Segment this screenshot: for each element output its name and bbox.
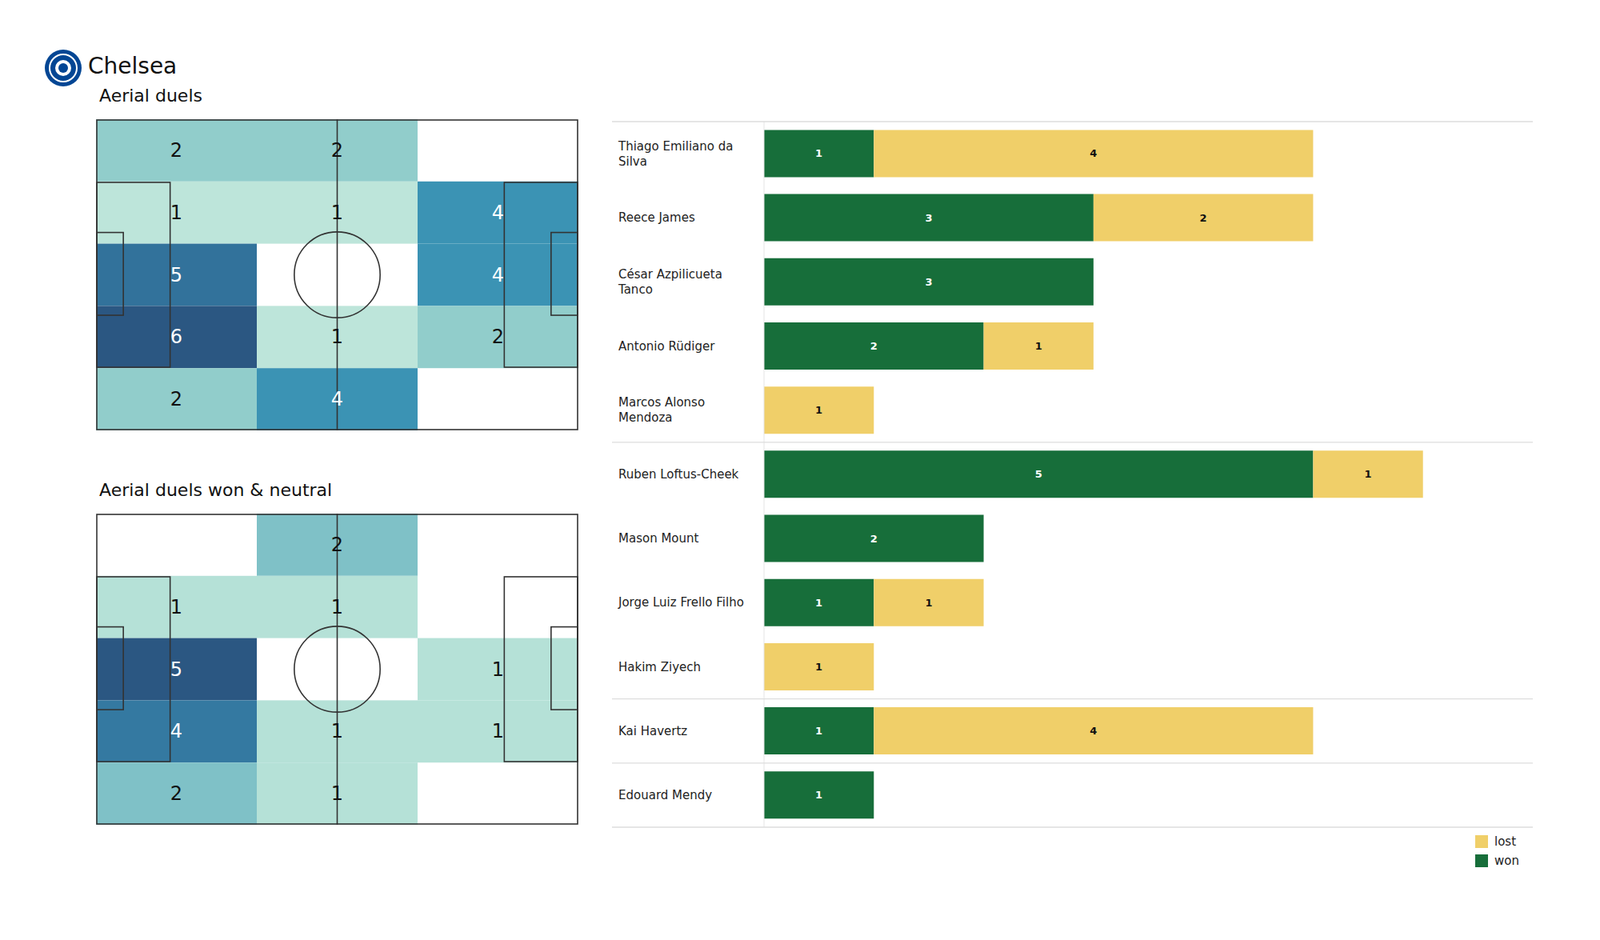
svg-text:6: 6	[170, 325, 183, 348]
html-text:Aerial duels won & neutral: Aerial duels won & neutral	[99, 480, 333, 500]
svg-text:4: 4	[170, 720, 183, 743]
html-text:Aerial duels: Aerial duels	[99, 85, 203, 106]
svg-text:1: 1	[815, 404, 823, 416]
svg-text:1: 1	[815, 147, 823, 160]
svg-text:1: 1	[331, 720, 344, 743]
svg-text:1: 1	[492, 658, 504, 681]
svg-text:Marcos Alonso: Marcos Alonso	[618, 395, 705, 410]
svg-text:5: 5	[170, 264, 183, 287]
html-text:won: won	[1494, 853, 1520, 868]
svg-text:Jorge Luiz Frello Filho: Jorge Luiz Frello Filho	[617, 595, 744, 610]
svg-text:1: 1	[170, 596, 183, 619]
svg-text:1: 1	[815, 596, 823, 609]
svg-text:4: 4	[1089, 147, 1097, 160]
svg-text:1: 1	[815, 788, 823, 801]
svg-text:Kai Havertz: Kai Havertz	[618, 724, 688, 739]
svg-text:2: 2	[170, 782, 183, 805]
svg-text:2: 2	[870, 340, 878, 352]
svg-text:4: 4	[331, 388, 344, 411]
svg-text:2: 2	[331, 139, 344, 162]
svg-text:1: 1	[1364, 468, 1372, 480]
svg-text:1: 1	[331, 596, 344, 619]
svg-text:1: 1	[924, 596, 932, 609]
svg-text:5: 5	[1035, 468, 1043, 480]
svg-text:4: 4	[1089, 724, 1097, 737]
svg-text:2: 2	[170, 139, 183, 162]
svg-text:1: 1	[1035, 340, 1043, 352]
svg-text:1: 1	[170, 201, 183, 224]
svg-text:4: 4	[492, 201, 504, 224]
svg-text:2: 2	[492, 325, 504, 348]
svg-text:1: 1	[815, 724, 823, 737]
html-text:Chelsea: Chelsea	[88, 52, 178, 80]
svg-text:1: 1	[331, 782, 344, 805]
svg-text:2: 2	[1200, 212, 1208, 224]
svg-text:2: 2	[170, 388, 183, 411]
svg-text:Thiago Emiliano da: Thiago Emiliano da	[617, 139, 733, 154]
svg-text:Tanco: Tanco	[617, 282, 653, 297]
svg-text:Mendoza: Mendoza	[618, 410, 672, 425]
svg-text:César Azpilicueta: César Azpilicueta	[618, 267, 723, 282]
svg-text:1: 1	[331, 201, 344, 224]
svg-text:3: 3	[924, 212, 932, 224]
svg-text:Edouard Mendy: Edouard Mendy	[618, 788, 712, 803]
svg-text:Reece James: Reece James	[618, 210, 696, 225]
svg-text:Ruben Loftus-Cheek: Ruben Loftus-Cheek	[618, 467, 740, 482]
svg-text:Antonio Rüdiger: Antonio Rüdiger	[618, 339, 716, 354]
svg-text:Mason Mount: Mason Mount	[618, 531, 700, 546]
svg-text:2: 2	[331, 533, 344, 556]
svg-text:5: 5	[170, 658, 183, 681]
svg-text:1: 1	[492, 720, 504, 743]
svg-text:2: 2	[870, 532, 878, 545]
html-text:lost: lost	[1494, 834, 1516, 849]
svg-text:3: 3	[924, 276, 932, 288]
svg-text:1: 1	[331, 325, 344, 348]
svg-text:4: 4	[492, 264, 504, 287]
svg-text:Silva: Silva	[618, 154, 648, 169]
svg-text:Hakim Ziyech: Hakim Ziyech	[618, 660, 701, 675]
svg-text:1: 1	[815, 660, 823, 673]
